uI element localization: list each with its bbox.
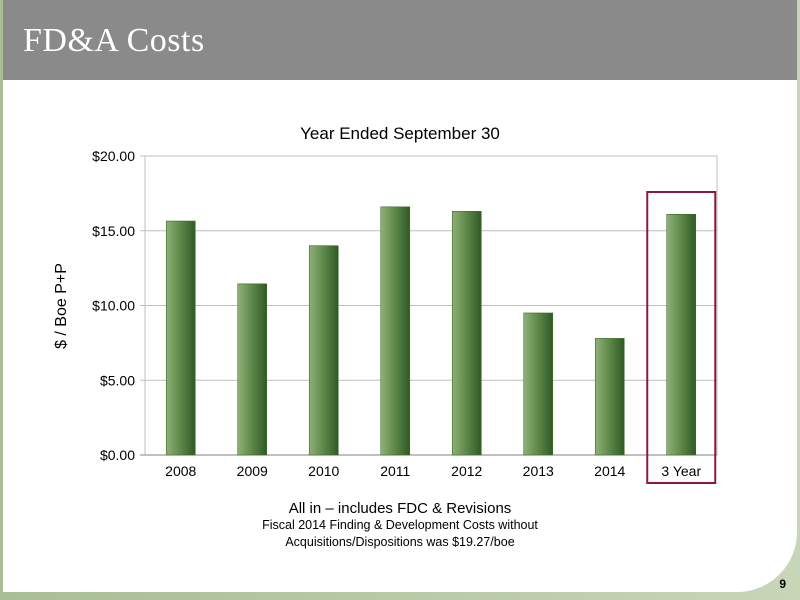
footnote-acquisitions: Acquisitions/Dispositions was $19.27/boe (285, 535, 515, 549)
bar-2010 (308, 245, 339, 456)
x-tick-label: 2010 (308, 463, 339, 479)
slide-title: FD&A Costs (23, 22, 205, 59)
chart-title: Year Ended September 30 (300, 124, 500, 143)
x-tick-label: 2012 (451, 463, 482, 479)
y-tick-label: $5.00 (100, 372, 135, 388)
highlight-box (646, 191, 717, 484)
x-tick-label: 2011 (380, 463, 410, 479)
y-tick-label: $0.00 (100, 447, 135, 463)
bar-2009 (237, 283, 268, 456)
x-tick-label: 2014 (594, 463, 625, 479)
bar-3-year (666, 214, 697, 456)
y-tick-label: $15.00 (92, 223, 135, 239)
page-number: 9 (779, 577, 786, 591)
x-tick-label: 2013 (523, 463, 554, 479)
title-bar: FD&A Costs (3, 0, 797, 80)
footnote-fiscal-2014: Fiscal 2014 Finding & Development Costs … (262, 518, 538, 532)
bar-2008 (165, 220, 196, 456)
x-tick-label: 2009 (237, 463, 268, 479)
y-axis-label: $ / Boe P+P (53, 263, 70, 349)
bar-2012 (451, 211, 482, 456)
bar-2011 (380, 206, 411, 456)
y-tick-label: $20.00 (92, 148, 135, 164)
y-tick-label: $10.00 (92, 298, 135, 314)
x-tick-label: 3 Year (661, 463, 701, 479)
bar-2014 (594, 338, 625, 456)
footnote-all-in: All in – includes FDC & Revisions (288, 500, 512, 517)
bar-2013 (523, 312, 554, 456)
x-tick-label: 2008 (165, 463, 196, 479)
